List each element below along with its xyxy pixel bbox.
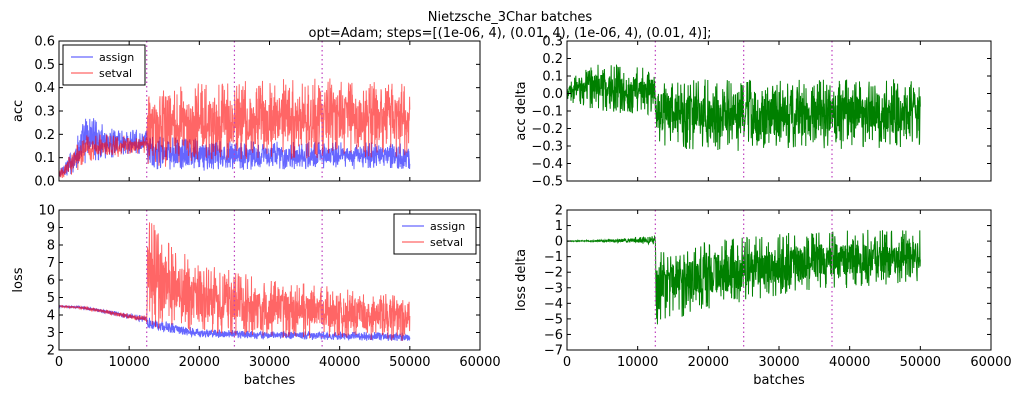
loss-y-axis-label: loss: [11, 267, 26, 292]
loss_delta-plot-area: [567, 210, 921, 350]
x-tick-label: 30000: [758, 355, 799, 370]
legend-label-assign: assign: [430, 220, 465, 233]
y-tick-label: −7: [544, 344, 563, 359]
y-tick-label: 0: [555, 235, 563, 250]
x-tick-label: 40000: [829, 355, 870, 370]
x-tick-label: 30000: [249, 355, 290, 370]
y-tick-label: −0.3: [531, 140, 563, 155]
x-tick-label: 20000: [179, 355, 220, 370]
y-tick-label: 1: [555, 219, 563, 234]
y-tick-label: 0.0: [34, 175, 55, 190]
x-tick-label: 60000: [459, 355, 500, 370]
x-tick-label: 60000: [970, 355, 1011, 370]
x-tick-label: 50000: [900, 355, 941, 370]
y-tick-label: 0.2: [542, 52, 563, 67]
legend-box: [393, 213, 477, 255]
loss_delta-y-axis-label: loss delta: [514, 249, 529, 311]
y-tick-label: 0.6: [34, 35, 55, 50]
y-tick-label: 8: [47, 239, 55, 254]
y-tick-label: 0.2: [34, 128, 55, 143]
y-tick-label: 2: [555, 204, 563, 219]
y-tick-label: −4: [544, 297, 563, 312]
y-tick-label: −1: [544, 250, 563, 265]
acc_delta-series-line: [567, 64, 921, 151]
y-tick-label: 0.1: [34, 151, 55, 166]
y-tick-label: 9: [47, 221, 55, 236]
y-tick-label: 0.4: [34, 81, 55, 96]
y-tick-label: −3: [544, 281, 563, 296]
loss-x-axis-label: batches: [244, 373, 296, 388]
y-tick-label: 3: [47, 326, 55, 341]
y-tick-label: 6: [47, 274, 55, 289]
y-tick-label: −0.5: [531, 175, 563, 190]
y-tick-label: −0.4: [531, 157, 563, 172]
loss-chart: 0 10000 20000 30000 40000 50000 60000 2 3 4 5 6 7 8 9 1…: [11, 204, 501, 389]
y-tick-label: −0.1: [531, 105, 563, 120]
acc-chart: 0.0 0.1 0.2 0.3 0.4 0.5 0.6 acc assign setval: [11, 35, 481, 190]
y-tick-label: 0.3: [542, 35, 563, 50]
y-tick-label: 10: [38, 204, 55, 219]
acc-plot-area: [59, 41, 411, 181]
y-tick-label: 4: [47, 309, 55, 324]
legend-label-setval: setval: [430, 236, 463, 249]
y-tick-label: 5: [47, 291, 55, 306]
legend-box: [62, 44, 146, 86]
y-tick-label: −0.2: [531, 122, 563, 137]
y-tick-label: 0.0: [542, 87, 563, 102]
x-tick-label: 0: [563, 355, 571, 370]
loss-delta-chart: 0 10000 20000 30000 40000 50000 60000−7−6−5−4−…: [514, 204, 1012, 389]
x-tick-label: 40000: [319, 355, 360, 370]
y-tick-label: −5: [544, 312, 563, 327]
y-tick-label: 7: [47, 256, 55, 271]
x-tick-label: 10000: [617, 355, 658, 370]
x-tick-label: 10000: [108, 355, 149, 370]
acc_delta-y-axis-label: acc delta: [514, 81, 529, 140]
acc-delta-chart: −0.5 −0.4 −0.3 −0.2 −0.1 0.0 0.1 0.2 0.3 acc delt…: [514, 35, 992, 190]
x-tick-label: 20000: [688, 355, 729, 370]
y-tick-label: 0.1: [542, 70, 563, 85]
legend-label-setval: setval: [99, 67, 132, 80]
loss_delta-x-axis-label: batches: [753, 373, 805, 388]
y-tick-label: 2: [47, 344, 55, 359]
y-tick-label: 0.5: [34, 58, 55, 73]
acc-y-axis-label: acc: [11, 100, 26, 122]
acc-legend: assign setval: [62, 44, 146, 86]
x-tick-label: 0: [55, 355, 63, 370]
figure-title-line1: Nietzsche_3Char batches: [428, 10, 593, 25]
figure-title-line2: opt=Adam; steps=[(1e-06, 4), (0.01, 4), …: [309, 26, 712, 41]
loss-plot-area: [59, 210, 411, 350]
y-tick-label: 0.3: [34, 105, 55, 120]
acc_delta-plot-area: [567, 41, 921, 181]
loss-legend: assign setval: [393, 213, 477, 255]
y-tick-label: −2: [544, 266, 563, 281]
legend-label-assign: assign: [99, 51, 134, 64]
loss_delta-series-line: [567, 229, 921, 325]
y-tick-label: −6: [544, 328, 563, 343]
x-tick-label: 50000: [389, 355, 430, 370]
